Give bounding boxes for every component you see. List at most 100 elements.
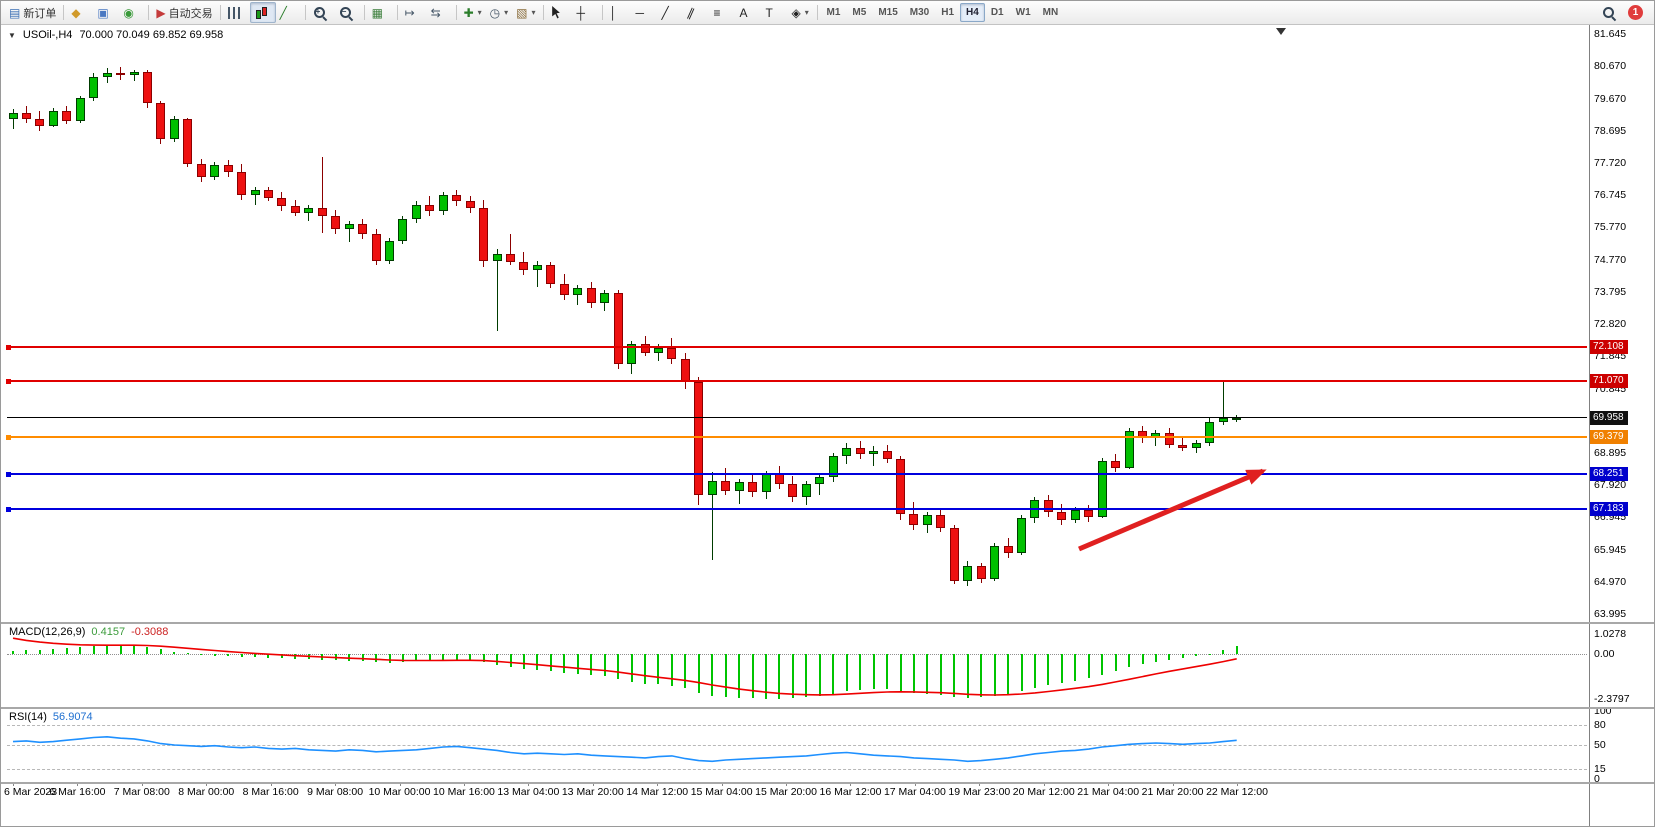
resistance-line-1-anchor[interactable] [6, 344, 11, 350]
candle-wick [657, 344, 659, 361]
time-axis-tick [528, 782, 530, 786]
line-chart-button[interactable]: ╱ [276, 2, 302, 23]
resistance-line-2-anchor[interactable] [6, 378, 11, 384]
timeframe-button-m15[interactable]: M15 [878, 7, 898, 18]
time-axis-tick [13, 782, 14, 786]
price-axis[interactable] [1589, 24, 1654, 826]
timeframe-button-w1[interactable]: W1 [1015, 7, 1031, 18]
timeframe-button-m30[interactable]: M30 [909, 7, 930, 18]
panel-divider[interactable] [1, 622, 1654, 624]
pivot-line-anchor[interactable] [6, 434, 11, 440]
new-order-button[interactable]: ▤ 新订单 [5, 2, 60, 23]
macd-histogram-bar [1033, 653, 1036, 688]
candle-body [116, 73, 126, 76]
alerts-button[interactable]: ◆ [67, 2, 93, 23]
candle-body [183, 119, 193, 164]
notifications-button[interactable]: 1 [1624, 2, 1650, 23]
macd-histogram-bar [617, 653, 620, 680]
crosshair-button[interactable]: ┼ [573, 2, 599, 23]
price-axis-label: 73.795 [1594, 285, 1627, 298]
time-axis-label: 22 Mar 12:00 [1206, 786, 1268, 798]
zoom-in-button[interactable]: + [309, 2, 335, 23]
auto-scroll-button[interactable]: ↦ [401, 2, 427, 23]
candle-body [559, 283, 569, 296]
price-tag: 71.070 [1590, 374, 1628, 389]
zoom-out-button[interactable]: − [335, 2, 361, 23]
macd-zero-line [7, 653, 1587, 655]
candle-wick [1222, 382, 1224, 425]
price-axis-label: 79.670 [1594, 92, 1627, 105]
candle-body [627, 344, 637, 365]
cursor-button[interactable] [547, 2, 573, 23]
timeframe-button-d1[interactable]: D1 [990, 7, 1004, 18]
price-tag: 69.379 [1590, 430, 1628, 445]
shapes-button[interactable]: ◈ ▾ [788, 2, 814, 23]
macd-histogram-bar [603, 653, 606, 676]
tile-windows-button[interactable]: ▦ [368, 2, 394, 23]
resistance-line-1[interactable] [7, 346, 1587, 349]
periods-button[interactable]: ◷ ▾ [486, 2, 513, 23]
panel-divider[interactable] [1, 782, 1654, 784]
macd-axis-label: -2.3797 [1594, 692, 1630, 705]
support-line-1[interactable] [7, 473, 1587, 476]
support-line-1-anchor[interactable] [6, 471, 11, 477]
current-price-line[interactable] [7, 417, 1587, 419]
support-line-2-anchor[interactable] [6, 506, 11, 512]
time-axis-tick [1237, 782, 1238, 786]
resistance-line-2[interactable] [7, 380, 1587, 383]
candle-wick [577, 285, 579, 305]
toolbar-separator [148, 5, 150, 20]
candle-body [371, 234, 381, 261]
templates-button[interactable]: ▧ ▾ [512, 2, 539, 23]
bar-chart-button[interactable] [224, 2, 250, 23]
macd-histogram-bar [899, 653, 902, 691]
rsi-axis-label: 0 [1594, 773, 1600, 785]
macd-histogram-bar [953, 653, 956, 697]
timeframe-button-m1[interactable]: M1 [826, 7, 841, 18]
candle-body [815, 477, 825, 484]
channel-button[interactable]: ∥ [684, 2, 710, 23]
timeframe-button-h4[interactable]: H4 [960, 3, 985, 22]
timeframe-button-m5[interactable]: M5 [852, 7, 867, 18]
chart-shift-button[interactable]: ⇆ [427, 2, 453, 23]
support-line-2[interactable] [7, 508, 1587, 511]
trendline-button[interactable]: ╱ [658, 2, 684, 23]
candle-body [707, 480, 717, 496]
chart-shift-marker[interactable] [1276, 28, 1286, 35]
candle-body [1043, 500, 1053, 512]
time-axis-tick [850, 782, 852, 786]
panel-divider[interactable] [1, 707, 1654, 709]
candle-body [694, 382, 704, 496]
search-button[interactable] [1598, 2, 1624, 23]
candlestick-button[interactable] [249, 2, 276, 23]
indicators-button[interactable]: ✚ ▾ [460, 2, 486, 23]
candle-body [1178, 444, 1188, 448]
timeframe-button-mn[interactable]: MN [1042, 7, 1059, 18]
fibonacci-button[interactable]: ≡ [710, 2, 736, 23]
pivot-line[interactable] [7, 436, 1587, 439]
text-button[interactable]: A [736, 2, 762, 23]
community-button[interactable]: ◉ [119, 2, 145, 23]
rsi-level-line [7, 768, 1587, 770]
macd-label: MACD(12,26,9) [9, 626, 86, 638]
horizontal-line-button[interactable]: ─ [632, 2, 658, 23]
chart-collapse-icon[interactable]: ▼ [8, 30, 16, 40]
autotrading-button[interactable]: ▶ 自动交易 [152, 2, 216, 23]
profile-button[interactable]: ▣ [93, 2, 119, 23]
timeframe-button-h1[interactable]: H1 [941, 7, 955, 18]
vertical-line-button[interactable]: │ [606, 2, 632, 23]
label-button[interactable]: T [762, 2, 788, 23]
macd-histogram-bar [1114, 653, 1117, 671]
